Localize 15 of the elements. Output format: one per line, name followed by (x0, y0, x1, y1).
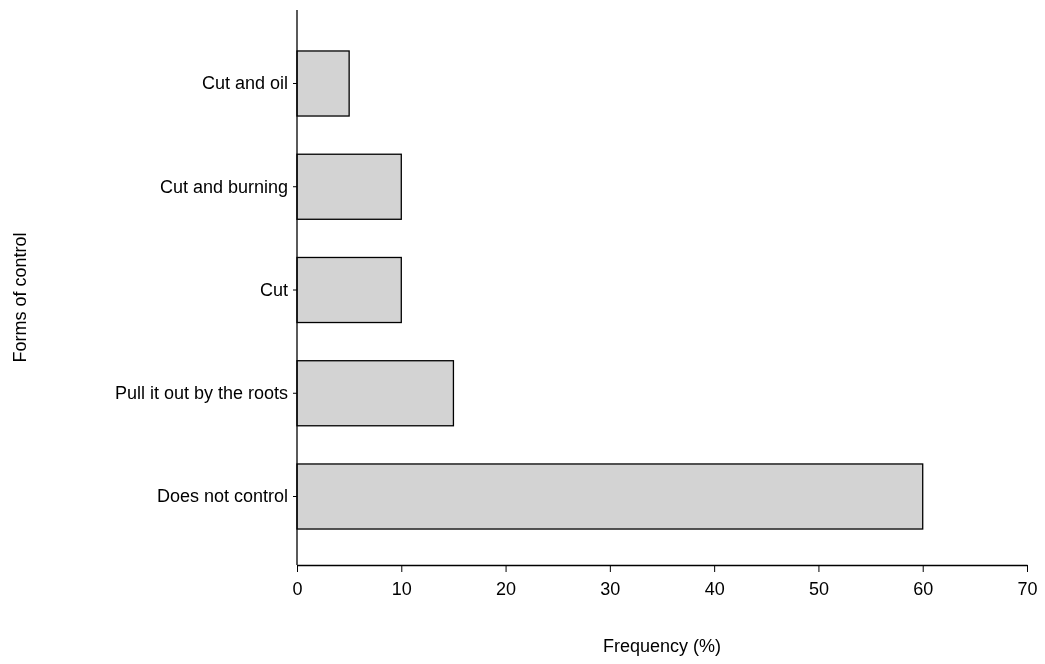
x-tick-label: 30 (600, 578, 621, 599)
x-tick-label: 10 (391, 578, 412, 599)
x-tick-label: 0 (292, 578, 303, 599)
x-tick-label: 70 (1017, 578, 1038, 599)
y-axis-title: Forms of control (10, 232, 30, 363)
x-tick-label: 40 (704, 578, 725, 599)
x-tick-label: 50 (808, 578, 829, 599)
x-axis-title: Frequency (%) (602, 636, 722, 656)
y-tick-label: Pull it out by the roots (114, 383, 288, 404)
x-tick-label: 60 (913, 578, 934, 599)
y-tick-label: Cut (259, 279, 288, 300)
y-tick-label: Cut and burning (159, 176, 288, 197)
x-tick-label: 20 (496, 578, 517, 599)
y-tick-label: Cut and oil (201, 73, 288, 94)
y-tick-label: Does not control (156, 486, 288, 507)
